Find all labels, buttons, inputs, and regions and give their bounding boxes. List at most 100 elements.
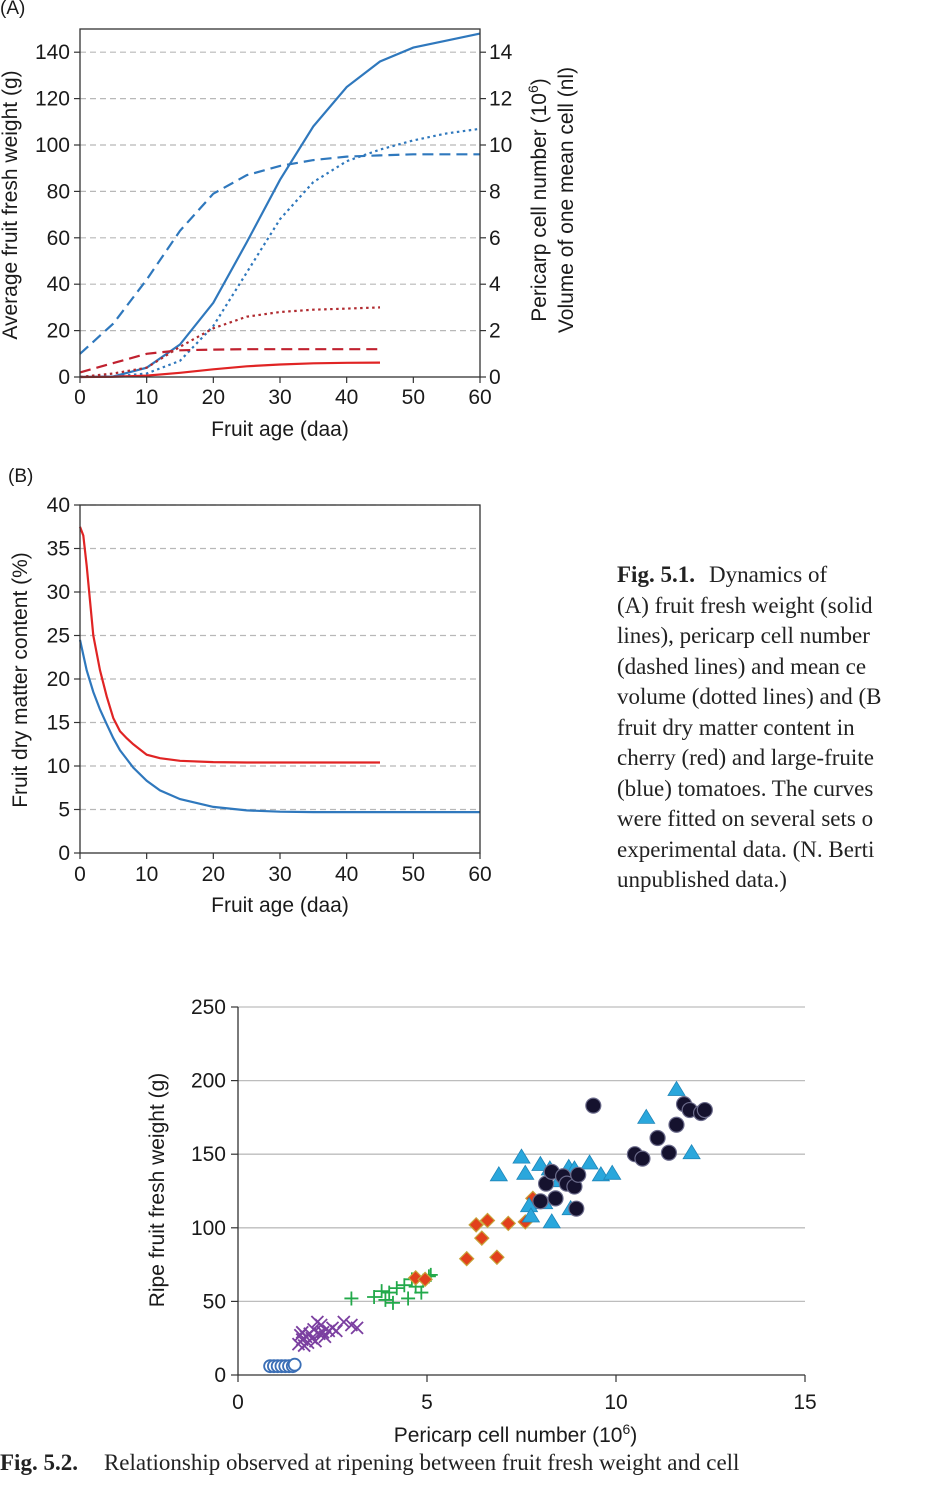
data-point	[367, 1289, 382, 1304]
data-point	[385, 1295, 400, 1310]
data-point	[414, 1285, 429, 1300]
data-point	[350, 1321, 364, 1335]
data-point	[401, 1291, 416, 1306]
series-line	[78, 526, 380, 764]
series-line	[79, 361, 381, 379]
x-tick-label: 60	[468, 863, 491, 886]
y2-label-close: )	[528, 78, 551, 85]
data-point	[531, 1155, 550, 1171]
data-point	[316, 1325, 330, 1339]
y2-label-superscript: 6	[525, 85, 541, 93]
panel-a-label: (A)	[0, 0, 25, 19]
data-point	[516, 1164, 535, 1180]
caption-line: (dashed lines) and mean ce	[617, 653, 867, 679]
data-point	[660, 1144, 678, 1161]
x-tick-label: 30	[268, 863, 291, 886]
caption-line: lines), pericarp cell number	[617, 623, 870, 648]
series-line	[78, 639, 480, 814]
x-tick-label: 50	[402, 386, 425, 409]
y-tick-label: 60	[47, 227, 70, 250]
y-tick-label: 25	[47, 625, 70, 648]
data-point	[682, 1143, 701, 1160]
y2-tick-label: 10	[489, 134, 512, 157]
y-tick-label: 10	[47, 755, 70, 778]
data-point	[337, 1315, 351, 1329]
data-point	[382, 1285, 397, 1300]
footer-fig-label: Fig. 5.2.	[0, 1450, 78, 1475]
caption-first-line: Fig. 5.1. Dynamics of	[617, 560, 936, 591]
data-point	[489, 1249, 505, 1266]
y2-tick-label: 8	[489, 180, 501, 203]
data-point	[603, 1164, 622, 1180]
x-tick-label: 50	[402, 863, 425, 886]
y-tick-label: 50	[203, 1290, 226, 1313]
y-tick-label: 0	[58, 366, 70, 389]
data-point	[458, 1250, 475, 1267]
data-point	[473, 1230, 490, 1246]
series-line	[79, 127, 481, 379]
figure-5-2-caption: Fig. 5.2. Relationship observed at ripeni…	[0, 1448, 936, 1478]
caption-line: unpublished data.)	[617, 867, 787, 892]
data-point	[468, 1217, 484, 1233]
x-label-close: )	[630, 1424, 637, 1447]
panel-c-chart: 0 50 100 150 200 250 0 5 10 15 Pericarp cell numbe…	[146, 996, 817, 1447]
x-label-text: Pericarp cell number (10	[394, 1424, 623, 1447]
y2-tick-label: 2	[489, 320, 501, 343]
data-point	[389, 1281, 404, 1296]
y-tick-label: 100	[35, 134, 70, 157]
series-line	[79, 32, 481, 379]
y-tick-label: 35	[47, 538, 70, 561]
x-tick-label: 0	[74, 386, 86, 409]
y2-tick-label: 4	[489, 273, 501, 296]
y-tick-label: 150	[191, 1143, 226, 1166]
data-point	[568, 1200, 585, 1217]
x-tick-label: 10	[135, 386, 158, 409]
data-point	[318, 1330, 332, 1344]
caption-line: (A) fruit fresh weight (solid	[617, 592, 873, 618]
y2-axis-label-second: Volume of one mean cell (nl)	[555, 67, 578, 333]
y-axis-label: Fruit dry matter content (%)	[9, 552, 32, 808]
data-point	[479, 1212, 496, 1229]
y-tick-label: 120	[35, 88, 70, 111]
y-tick-label: 20	[47, 668, 70, 691]
data-point	[580, 1154, 599, 1170]
data-point	[512, 1148, 531, 1164]
data-point	[696, 1101, 713, 1119]
y2-tick-label: 12	[489, 88, 512, 111]
data-point	[668, 1116, 685, 1133]
y-tick-label: 0	[58, 842, 70, 865]
x-label-superscript: 6	[622, 1421, 630, 1437]
y2-tick-label: 14	[489, 41, 513, 64]
x-tick-label: 10	[135, 863, 158, 886]
y2-tick-label: 0	[489, 366, 501, 389]
panel-b-label: (B)	[8, 466, 33, 487]
y2-axis-label: Pericarp cell number (106)	[525, 78, 551, 322]
caption-first-text: Dynamics of	[708, 562, 828, 587]
x-tick-label: 20	[202, 386, 225, 409]
x-tick-label: 15	[793, 1391, 816, 1414]
caption-line: (blue) tomatoes. The curves	[617, 775, 874, 801]
series-line	[79, 306, 381, 379]
data-point	[295, 1325, 309, 1339]
y-tick-label: 30	[47, 581, 70, 604]
data-point	[500, 1215, 517, 1232]
data-point	[547, 1190, 564, 1207]
y-tick-label: 250	[191, 996, 226, 1019]
data-point	[570, 1166, 587, 1183]
x-axis-label: Fruit age (daa)	[211, 418, 349, 441]
data-point	[374, 1284, 389, 1299]
x-tick-label: 30	[268, 386, 291, 409]
y-axis-label: Ripe fruit fresh weight (g)	[146, 1073, 169, 1308]
caption-line: cherry (red) and large-fruite	[617, 745, 874, 770]
x-tick-label: 40	[335, 386, 358, 409]
caption-line: experimental data. (N. Berti	[617, 836, 875, 862]
y-tick-label: 40	[47, 494, 70, 517]
data-point	[634, 1150, 651, 1167]
data-point	[407, 1269, 424, 1286]
data-point	[287, 1357, 302, 1372]
plot-frame	[79, 28, 481, 378]
y-tick-label: 0	[214, 1364, 226, 1387]
data-point	[532, 1193, 549, 1210]
caption-fig-label: Fig. 5.1.	[617, 562, 695, 587]
